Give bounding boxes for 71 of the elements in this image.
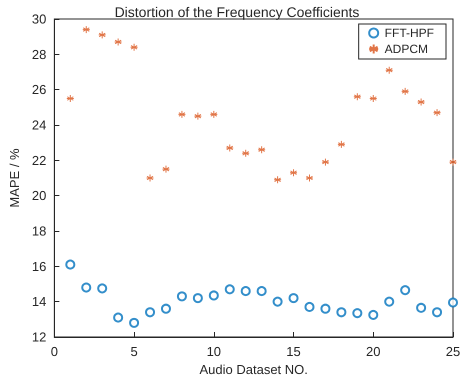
point [224, 284, 235, 294]
x-tick-label: 5 [130, 344, 138, 359]
point [242, 149, 250, 158]
point [194, 112, 202, 120]
point [145, 307, 156, 318]
point [337, 140, 346, 148]
y-tick-label: 30 [32, 12, 46, 26]
y-tick-label: 18 [32, 224, 46, 238]
y-tick-label: 14 [32, 294, 46, 310]
point [352, 308, 362, 318]
point [353, 92, 362, 101]
point [274, 176, 282, 184]
legend-label: FFT-HPF [384, 26, 434, 40]
point [81, 282, 92, 293]
point [400, 285, 410, 296]
point [433, 108, 442, 117]
point [130, 43, 138, 52]
y-tick-label: 24 [32, 118, 46, 132]
y-tick-label: 26 [32, 82, 46, 98]
point [288, 293, 299, 304]
point [97, 283, 108, 294]
point [65, 260, 76, 270]
x-tick-label: 15 [286, 344, 301, 359]
x-tick-label: 10 [206, 344, 222, 359]
x-tick-label: 0 [50, 344, 58, 359]
point [385, 66, 394, 74]
point [401, 87, 410, 96]
point [82, 26, 90, 34]
point [256, 286, 267, 296]
point [321, 158, 330, 166]
point [178, 110, 186, 118]
y-tick-label: 12 [32, 330, 46, 344]
point [305, 174, 314, 182]
point [336, 307, 346, 318]
point [129, 318, 140, 328]
point [114, 38, 122, 46]
point [416, 302, 426, 313]
point [304, 302, 314, 312]
point [146, 174, 154, 182]
point [160, 304, 171, 314]
point [448, 298, 458, 308]
y-tick-label: 22 [32, 152, 46, 168]
point [368, 310, 378, 320]
point [66, 94, 74, 102]
point [240, 286, 251, 296]
point [449, 158, 457, 166]
point [176, 291, 187, 302]
point [272, 296, 283, 307]
point [320, 304, 330, 314]
point [226, 144, 234, 152]
point [208, 290, 219, 300]
y-tick-label: 28 [32, 46, 46, 62]
y-axis-title: MAPE / % [7, 148, 22, 208]
point [113, 312, 124, 323]
point [417, 98, 426, 106]
x-axis-title: Audio Dataset NO. [199, 362, 308, 377]
legend-label: ADPCM [384, 42, 428, 56]
point [192, 293, 203, 304]
point [210, 110, 218, 118]
point [98, 30, 106, 39]
x-tick-label: 20 [366, 344, 381, 359]
point [432, 307, 442, 318]
point [369, 94, 378, 102]
x-tick-label: 25 [446, 344, 460, 359]
point [162, 165, 170, 174]
point [384, 296, 394, 307]
point [290, 168, 298, 177]
y-tick-label: 20 [32, 188, 46, 204]
chart-title: Distortion of the Frequency Coefficients [114, 4, 360, 20]
point [258, 146, 266, 154]
y-tick-label: 16 [32, 258, 46, 274]
